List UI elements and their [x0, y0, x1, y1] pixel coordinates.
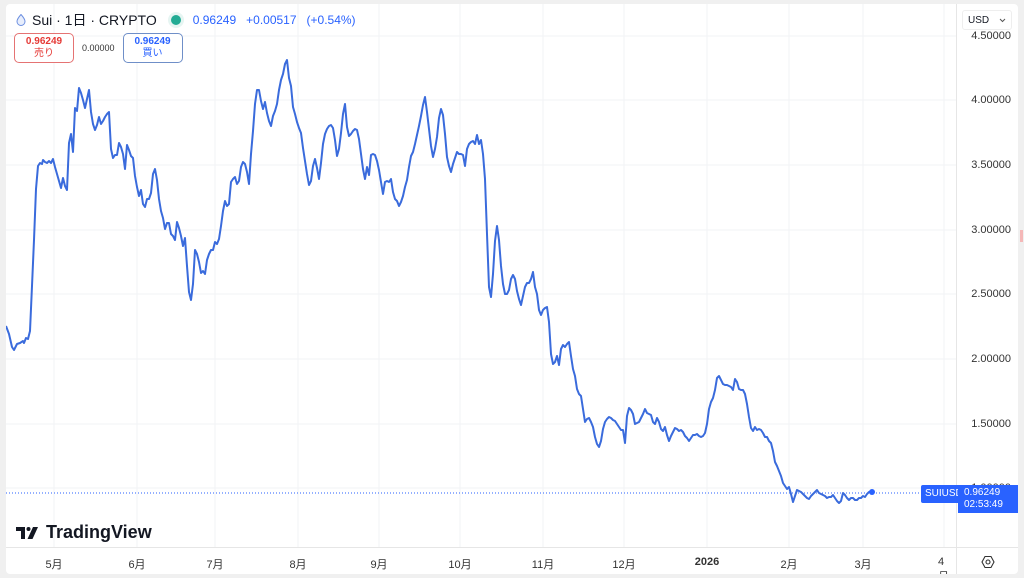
price-tick: 3.50000 — [971, 159, 1011, 171]
price-tick: 2.50000 — [971, 288, 1011, 300]
price-tick: 2.00000 — [971, 353, 1011, 365]
time-tick: 10月 — [448, 559, 472, 571]
currency-select[interactable]: USD — [962, 10, 1012, 30]
last-price-label: 0.96249 02:53:49 — [958, 485, 1018, 513]
chart-settings-button[interactable] — [956, 547, 1018, 574]
spread-value: 0.00000 — [82, 43, 115, 53]
time-tick: 6月 — [128, 559, 146, 571]
symbol-header: Sui · 1日 · CRYPTO 0.96249 +0.00517 (+0.5… — [16, 10, 356, 30]
time-tick: 4月 — [938, 556, 949, 574]
gear-hexagon-icon — [981, 555, 995, 568]
tradingview-logo-icon — [16, 526, 38, 539]
logo-text: TradingView — [46, 522, 152, 542]
last-price-value: 0.96249 — [964, 487, 1001, 498]
side-marker — [1020, 230, 1023, 242]
chevron-down-icon — [999, 18, 1006, 22]
plot-area[interactable] — [6, 4, 956, 547]
price-tick: 4.50000 — [971, 30, 1011, 42]
bar-countdown: 02:53:49 — [964, 499, 1003, 510]
buy-price: 0.96249 — [134, 36, 171, 47]
market-status-dot — [170, 15, 181, 25]
time-axis[interactable]: 5月 6月 7月 8月 9月 10月 11月 12月 2026 2月 3月 4月 — [6, 547, 956, 574]
sell-label: 売り — [34, 48, 54, 59]
time-tick: 3月 — [854, 559, 872, 571]
chart-panel: Sui · 1日 · CRYPTO 0.96249 +0.00517 (+0.5… — [6, 4, 1018, 574]
time-tick: 9月 — [370, 559, 388, 571]
last-price-dot — [869, 489, 875, 495]
time-tick: 2月 — [780, 559, 798, 571]
price-line — [6, 59, 872, 504]
currency-value: USD — [968, 14, 990, 26]
last-price: 0.96249 — [192, 13, 237, 27]
buy-label: 買い — [142, 48, 163, 59]
buy-button[interactable]: 0.96249 買い — [122, 33, 183, 63]
price-chart — [6, 4, 956, 547]
symbol-title[interactable]: Sui · 1日 · CRYPTO — [32, 12, 157, 28]
tradingview-logo[interactable]: TradingView — [16, 522, 152, 543]
grid-lines — [6, 4, 956, 547]
price-tick: 1.50000 — [971, 418, 1011, 430]
sell-price: 0.96249 — [25, 36, 63, 47]
time-tick-year: 2026 — [694, 556, 720, 568]
time-tick: 11月 — [531, 559, 555, 571]
sell-button[interactable]: 0.96249 売り — [14, 33, 74, 63]
time-tick: 5月 — [45, 559, 63, 571]
sui-droplet-icon — [16, 14, 26, 26]
time-tick: 7月 — [206, 559, 224, 571]
time-tick: 12月 — [612, 559, 636, 571]
price-axis[interactable]: 4.50000 4.00000 3.50000 3.00000 2.50000 … — [956, 4, 1018, 547]
trade-buttons: 0.96249 売り 0.00000 0.96249 買い — [14, 33, 183, 63]
price-tick: 4.00000 — [971, 94, 1011, 106]
price-tick: 3.00000 — [971, 224, 1011, 236]
symbol-price-label: SUIUSD — [921, 485, 967, 503]
time-tick: 8月 — [289, 559, 307, 571]
price-change-pct: (+0.54%) — [306, 13, 356, 27]
price-change: +0.00517 — [246, 13, 297, 27]
